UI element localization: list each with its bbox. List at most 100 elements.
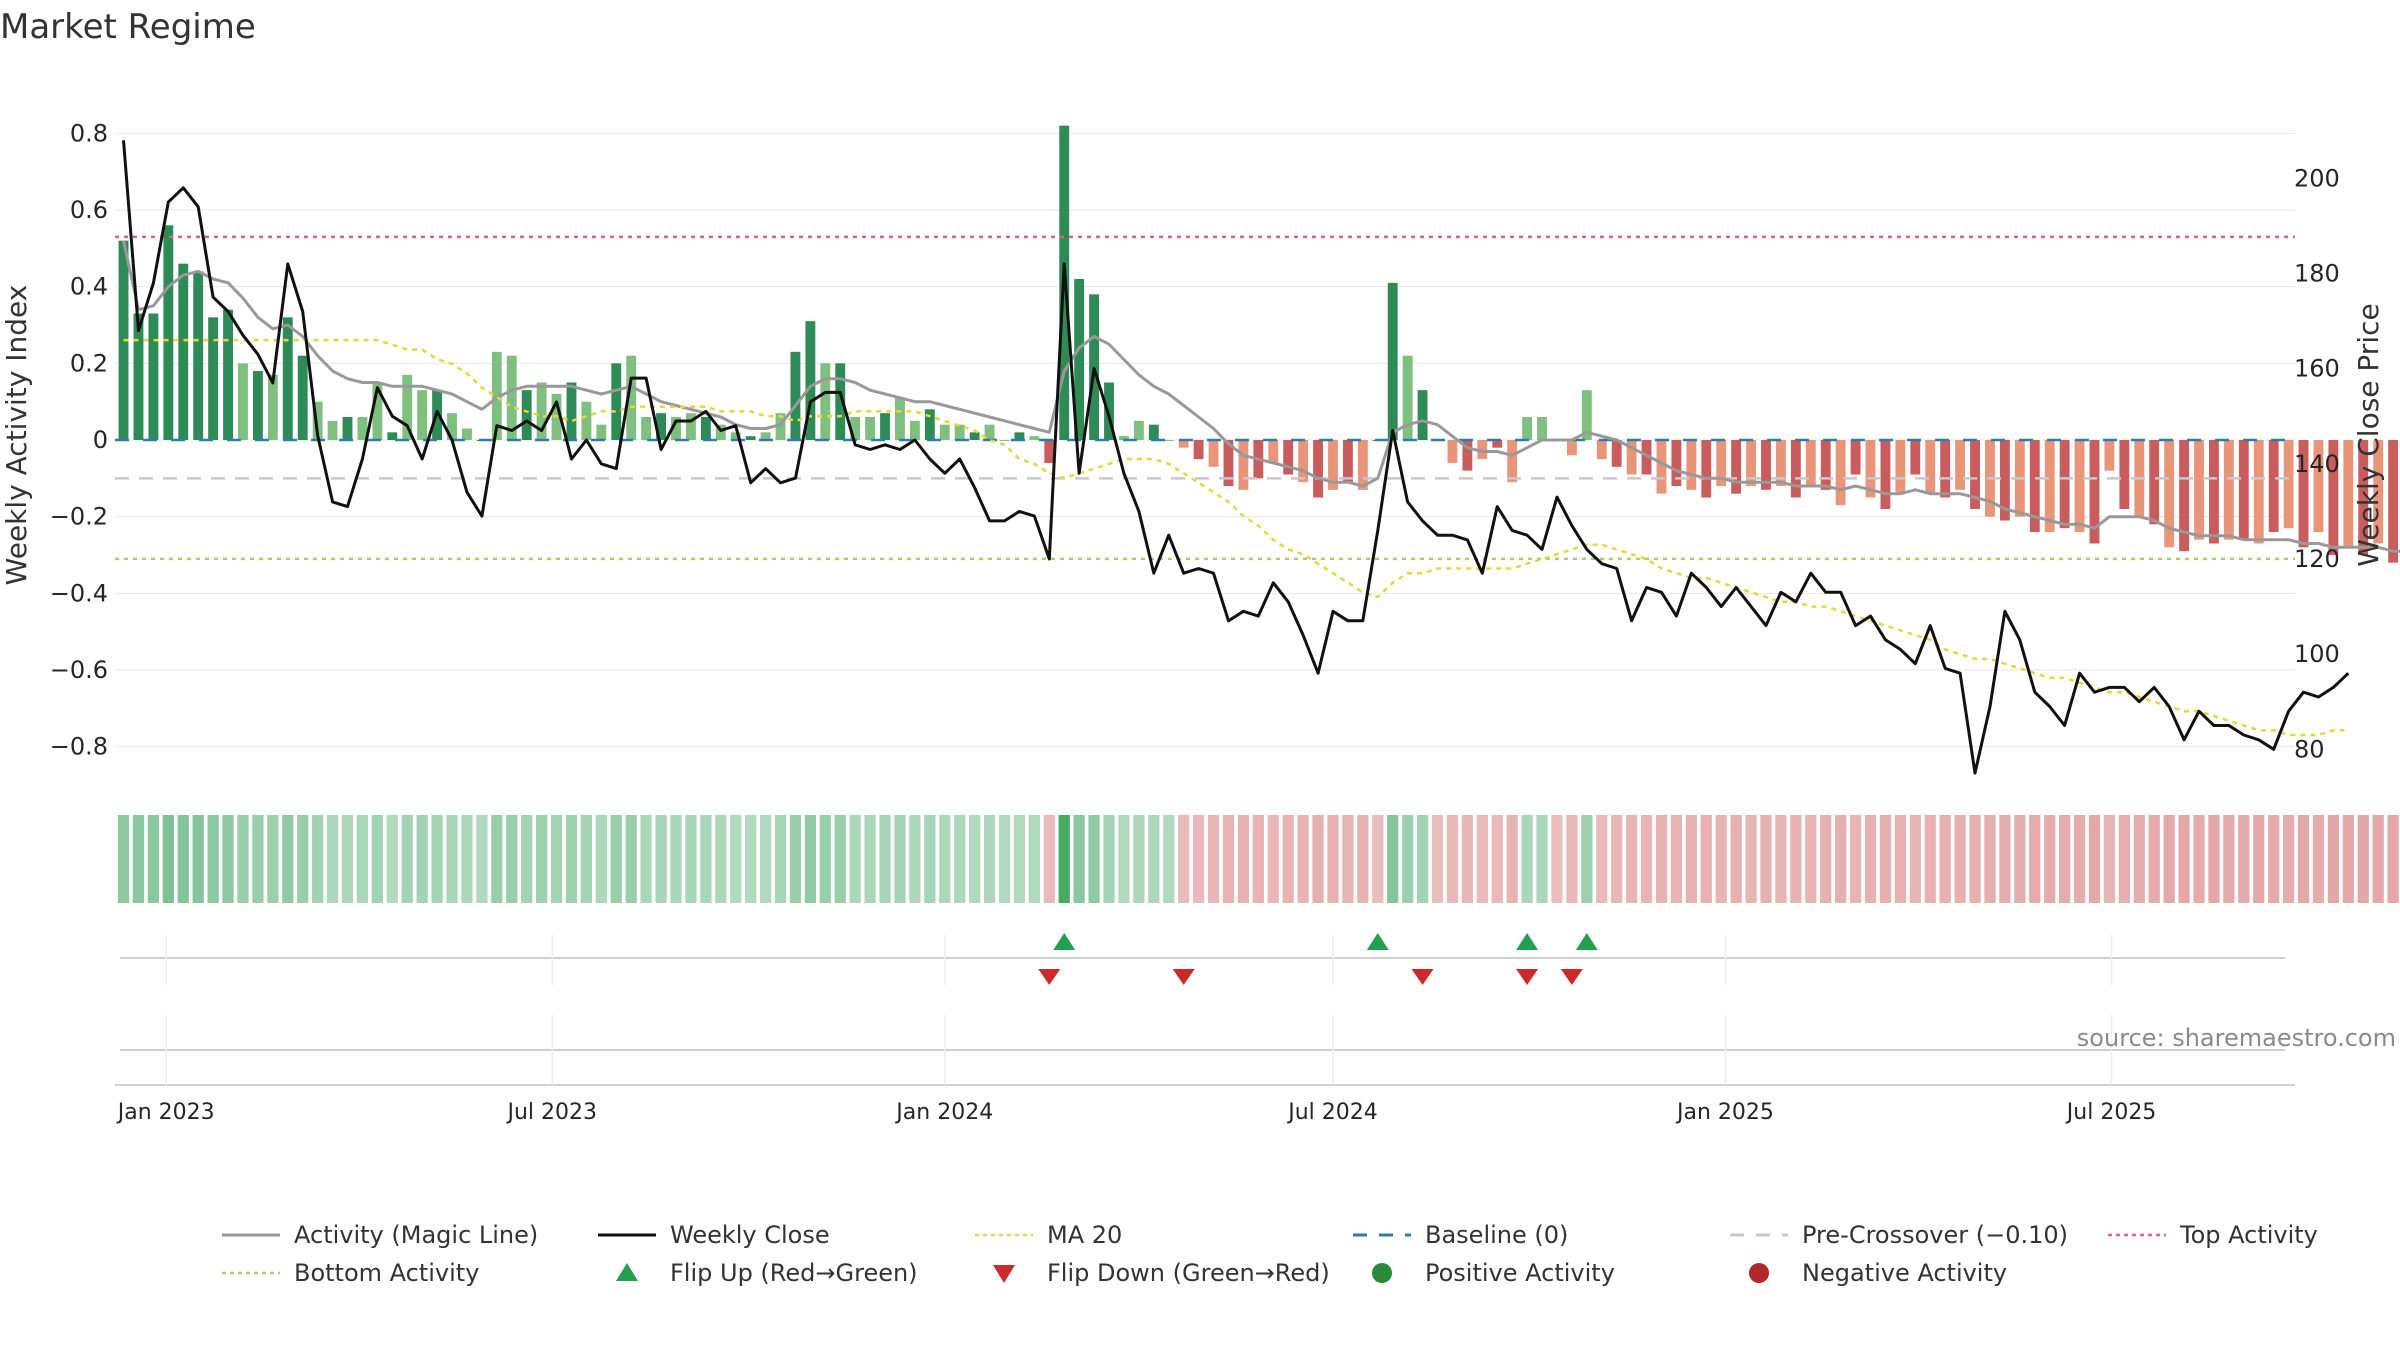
regime-strip-cell xyxy=(745,815,757,903)
regime-strip-cell xyxy=(715,815,727,903)
regime-strip-cell xyxy=(1999,815,2011,903)
activity-bar xyxy=(2104,440,2115,471)
activity-bar xyxy=(775,413,786,440)
legend-swatch xyxy=(993,1265,1015,1283)
activity-bar xyxy=(2089,440,2100,544)
activity-bar xyxy=(1656,440,1667,494)
y-axis-right-title: Weekly Close Price xyxy=(2352,303,2385,566)
activity-bar xyxy=(327,420,338,440)
activity-bar xyxy=(1178,440,1189,448)
regime-strip-cell xyxy=(789,815,802,903)
legend-item: Bottom Activity xyxy=(222,1259,479,1287)
regime-strip-cell xyxy=(1924,815,1936,903)
regime-strip-cell xyxy=(1521,815,1533,903)
regime-strip-cell xyxy=(1581,815,1593,903)
regime-strip-cell xyxy=(550,815,563,903)
regime-strip-cell xyxy=(1103,815,1115,903)
activity-bar xyxy=(880,413,890,440)
activity-bar xyxy=(1328,440,1338,490)
legend-label: Flip Up (Red→Green) xyxy=(670,1259,918,1287)
regime-strip-cell xyxy=(401,815,413,903)
regime-strip-cell xyxy=(894,815,906,903)
regime-strip-cell xyxy=(1700,815,1712,903)
regime-strip-cell xyxy=(2282,815,2295,903)
activity-bar xyxy=(178,263,189,440)
regime-strip-cell xyxy=(1402,815,1414,903)
y-left-tick-label: −0.6 xyxy=(50,656,108,684)
y-left-tick-label: −0.4 xyxy=(50,579,108,607)
regime-strip-cell xyxy=(162,815,174,903)
regime-strip-cell xyxy=(1596,815,1608,903)
flip-down-marker xyxy=(1516,969,1539,985)
activity-bar xyxy=(2313,440,2324,532)
regime-strip-cell xyxy=(1431,815,1444,903)
regime-strip-cell xyxy=(1864,815,1877,903)
legend-item: Pre-Crossover (−0.10) xyxy=(1730,1221,2068,1249)
activity-bar xyxy=(805,321,816,440)
legend-label: Weekly Close xyxy=(670,1221,830,1249)
activity-bar xyxy=(1477,440,1488,460)
activity-bar xyxy=(1402,355,1413,440)
regime-strip-cell xyxy=(1909,815,1921,903)
regime-strip-cell xyxy=(222,815,234,903)
activity-bar xyxy=(1716,440,1727,486)
activity-bar xyxy=(2253,440,2264,544)
activity-bar xyxy=(282,317,293,440)
activity-bar xyxy=(1970,440,1980,509)
legend-item: Positive Activity xyxy=(1372,1259,1615,1287)
activity-bar xyxy=(491,351,502,440)
regime-strip-cell xyxy=(1879,815,1892,903)
regime-strip-cell xyxy=(506,815,518,903)
regime-strip-cell xyxy=(1088,815,1100,903)
y-left-tick-label: −0.2 xyxy=(50,503,108,531)
regime-strip-cell xyxy=(461,815,473,903)
activity-bar xyxy=(163,225,174,440)
activity-bar xyxy=(1850,440,1861,475)
regime-strip-cell xyxy=(326,815,339,903)
regime-strip-cell xyxy=(2312,815,2325,903)
regime-strip-cell xyxy=(2044,815,2056,903)
regime-strip-cell xyxy=(1491,815,1503,903)
activity-bar xyxy=(1522,417,1533,440)
legend-swatch xyxy=(1749,1263,1769,1283)
regime-strip-cell xyxy=(1849,815,1862,903)
activity-bar xyxy=(1775,440,1786,486)
activity-bar xyxy=(1447,440,1458,463)
regime-strip-cell xyxy=(1237,815,1250,903)
regime-strip-cell xyxy=(1790,815,1802,903)
regime-strip-cell xyxy=(1163,815,1175,903)
regime-strip-cell xyxy=(1207,815,1220,903)
regime-strip-cell xyxy=(1835,815,1847,903)
regime-strip-cell xyxy=(2268,815,2280,903)
regime-strip-cell xyxy=(2014,815,2026,903)
activity-bar xyxy=(2283,440,2294,529)
x-tick-label: Jul 2023 xyxy=(506,1100,598,1125)
regime-strip-cell xyxy=(879,815,891,903)
y-left-tick-label: 0 xyxy=(93,426,108,454)
regime-strip-cell xyxy=(2208,815,2220,903)
flip-up-marker xyxy=(1516,933,1539,950)
regime-strip-cell xyxy=(2088,815,2101,903)
regime-strip-cell xyxy=(1760,815,1772,903)
regime-strip-cell xyxy=(252,815,264,903)
activity-bar xyxy=(1805,440,1816,486)
activity-bar xyxy=(1223,440,1234,486)
activity-bar xyxy=(1925,440,1936,494)
regime-strip-cell xyxy=(267,815,279,903)
activity-bar xyxy=(2388,440,2399,563)
regime-strip-cell xyxy=(1357,815,1369,903)
activity-bar xyxy=(1193,440,1204,460)
regime-strip-cell xyxy=(2372,815,2384,903)
regime-strip-cell xyxy=(1312,815,1324,903)
activity-bar xyxy=(999,440,1010,441)
regime-strip-cell xyxy=(1775,815,1787,903)
regime-strip-cell xyxy=(2357,815,2369,903)
regime-strip-cell xyxy=(1178,815,1190,903)
activity-bar xyxy=(252,371,263,440)
legend-item: Flip Down (Green→Red) xyxy=(993,1259,1330,1287)
activity-bar xyxy=(1761,440,1771,490)
activity-bar xyxy=(2373,440,2384,544)
activity-bar xyxy=(1492,440,1503,448)
regime-strip-cell xyxy=(2297,815,2310,903)
legend-item: MA 20 xyxy=(975,1221,1122,1249)
